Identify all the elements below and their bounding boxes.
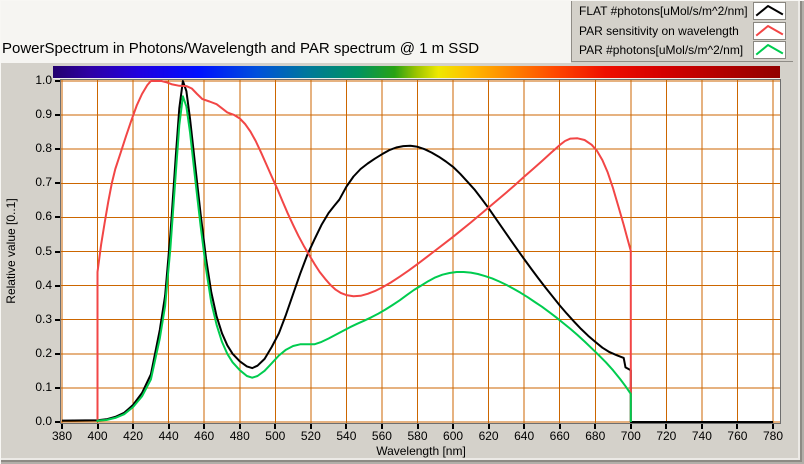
legend-item-par-sensitivity[interactable]: PAR sensitivity on wavelength xyxy=(572,21,793,41)
y-tick-mark xyxy=(55,250,60,253)
graph-title: PowerSpectrum in Photons/Wavelength and … xyxy=(2,40,480,57)
y-tick-label: 0.5 xyxy=(35,243,52,258)
line-sample-icon[interactable] xyxy=(753,21,786,40)
x-tick-label: 500 xyxy=(265,429,286,443)
plot-legend: FLAT #photons[uMol/s/m^2/nm] PAR sensiti… xyxy=(571,0,793,62)
x-tick-mark xyxy=(309,424,312,429)
y-tick-mark xyxy=(55,318,60,321)
x-tick-mark xyxy=(96,424,99,429)
x-tick-mark xyxy=(452,424,455,429)
x-tick-mark xyxy=(238,424,241,429)
y-tick-mark xyxy=(55,114,60,117)
x-tick-label: 480 xyxy=(229,429,250,443)
line-sample-icon[interactable] xyxy=(753,1,786,20)
y-tick-mark xyxy=(55,386,60,389)
y-tick-label: 0.2 xyxy=(35,345,52,360)
header: PowerSpectrum in Photons/Wavelength and … xyxy=(0,0,571,63)
x-tick-label: 740 xyxy=(691,429,712,443)
x-tick-label: 560 xyxy=(371,429,392,443)
series-flat-photons-umol-s-m-2-nm- xyxy=(61,80,773,423)
x-tick-label: 440 xyxy=(158,429,179,443)
legend-label: PAR #photons[uMol/s/m^2/nm] xyxy=(579,43,744,58)
y-tick-label: 0.4 xyxy=(35,277,52,292)
x-tick-mark xyxy=(772,424,774,429)
x-tick-label: 680 xyxy=(585,429,606,443)
x-tick-mark xyxy=(700,424,703,429)
x-tick-label: 540 xyxy=(336,429,357,443)
x-tick-label: 620 xyxy=(478,429,499,443)
x-tick-label: 420 xyxy=(123,429,144,443)
x-tick-mark xyxy=(345,424,348,429)
x-tick-mark xyxy=(665,424,668,429)
x-tick-label: 660 xyxy=(549,429,570,443)
x-tick-label: 520 xyxy=(300,429,321,443)
x-tick-label: 720 xyxy=(656,429,677,443)
y-tick-label: 0.8 xyxy=(35,141,52,156)
x-tick-mark xyxy=(61,424,63,429)
y-tick-label: 0.0 xyxy=(35,414,52,428)
x-tick-mark xyxy=(629,424,632,429)
line-sample-icon[interactable] xyxy=(753,41,786,60)
x-tick-label: 380 xyxy=(51,429,73,443)
x-tick-mark xyxy=(594,424,597,429)
y-tick-label: 0.6 xyxy=(35,209,52,224)
x-tick-mark xyxy=(487,424,490,429)
x-tick-mark xyxy=(380,424,383,429)
x-tick-mark xyxy=(167,424,170,429)
y-tick-mark xyxy=(55,182,60,185)
y-tick-mark xyxy=(55,148,60,151)
series-par-sensitivity-on-wavelength xyxy=(96,80,632,422)
legend-item-par-photons[interactable]: PAR #photons[uMol/s/m^2/nm] xyxy=(572,40,793,60)
legend-label: PAR sensitivity on wavelength xyxy=(579,23,739,38)
x-tick-mark xyxy=(523,424,526,429)
y-tick-mark xyxy=(55,216,60,219)
y-tick-mark xyxy=(55,80,60,82)
x-tick-label: 640 xyxy=(514,429,535,443)
y-tick-label: 0.3 xyxy=(35,311,52,326)
x-axis-label: Wavelength [nm] xyxy=(376,444,466,458)
y-tick-mark xyxy=(55,352,60,355)
x-tick-label: 780 xyxy=(762,429,784,443)
plot-area[interactable] xyxy=(60,79,781,424)
x-tick-mark xyxy=(416,424,419,429)
wavelength-color-scale xyxy=(53,66,780,79)
x-tick-mark xyxy=(274,424,277,429)
x-tick-label: 400 xyxy=(87,429,108,443)
x-tick-label: 600 xyxy=(443,429,464,443)
y-tick-label: 0.9 xyxy=(35,107,52,122)
y-tick-label: 0.1 xyxy=(35,379,52,394)
x-tick-mark xyxy=(132,424,135,429)
y-tick-mark xyxy=(55,284,60,287)
legend-label: FLAT #photons[uMol/s/m^2/nm] xyxy=(579,3,748,18)
x-tick-mark xyxy=(203,424,206,429)
x-tick-label: 580 xyxy=(407,429,428,443)
y-tick-mark xyxy=(55,421,60,423)
x-tick-label: 460 xyxy=(194,429,215,443)
y-tick-label: 0.7 xyxy=(35,175,52,190)
x-tick-label: 760 xyxy=(727,429,748,443)
x-tick-mark xyxy=(558,424,561,429)
x-tick-mark xyxy=(736,424,739,429)
series-par-photons-umol-s-m-2-nm- xyxy=(96,95,632,422)
legend-item-flat-photons[interactable]: FLAT #photons[uMol/s/m^2/nm] xyxy=(572,1,793,21)
x-tick-label: 700 xyxy=(620,429,641,443)
y-tick-label: 1.0 xyxy=(35,73,52,87)
